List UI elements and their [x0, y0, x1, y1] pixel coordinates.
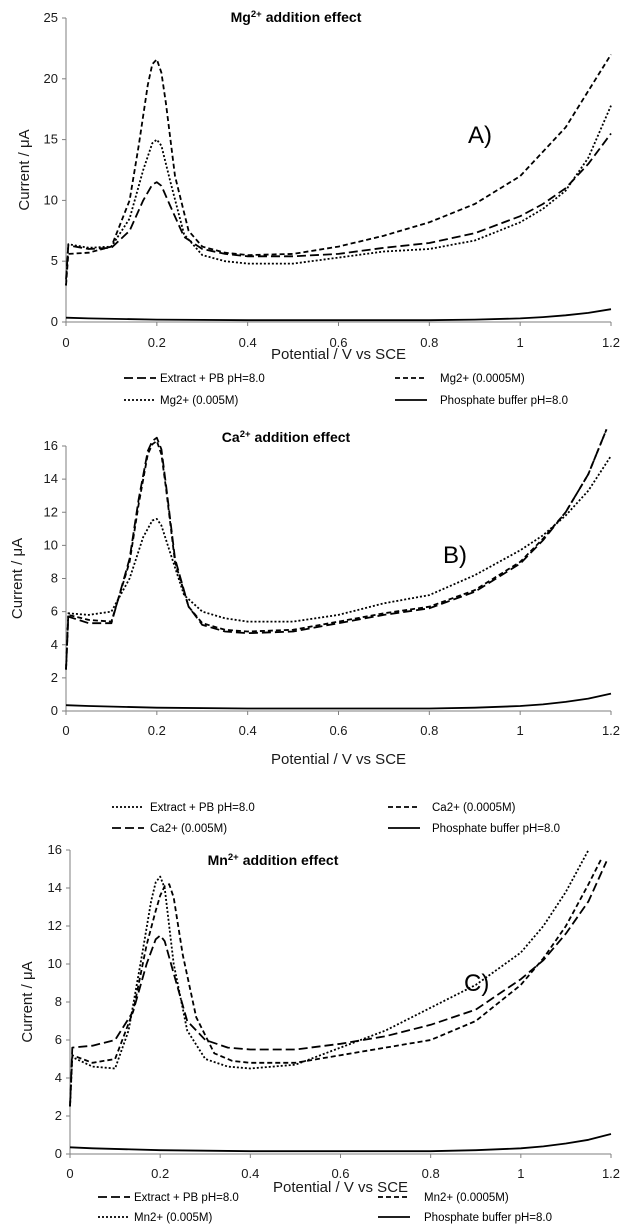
panel-label: A): [468, 122, 492, 149]
y-tick-label: 2: [51, 670, 58, 685]
x-tick-label: 0.2: [148, 723, 166, 738]
legend-entry: Extract + PB pH=8.0: [150, 802, 255, 814]
series-line-4: [65, 308, 612, 322]
y-tick-label: 12: [48, 918, 62, 933]
legend-entry: Mg2+ (0.0005M): [440, 373, 525, 385]
y-tick-label: 14: [48, 880, 62, 895]
series-line-4: [69, 1133, 612, 1153]
y-tick-label: 8: [55, 994, 62, 1009]
chart-title: Ca2+ addition effect: [222, 429, 351, 446]
series-line-1: [69, 861, 608, 1107]
series-line-3: [65, 105, 612, 286]
chart-panel-1: 0 5 10 15 20 25 0 0.2 0.4 0.6 0.8 1 1.2 Potential / V…: [16, 9, 620, 408]
chart-title-text: addition effect: [266, 9, 362, 25]
x-tick-label: 0.4: [239, 335, 257, 350]
x-tick-label: 0: [62, 723, 69, 738]
y-tick-label: 8: [51, 571, 58, 586]
y-tick-label: 6: [55, 1032, 62, 1047]
x-tick-label: 1: [517, 335, 524, 350]
y-axis-label: Current / μA: [19, 961, 36, 1042]
y-tick-label: 10: [44, 192, 58, 207]
x-tick-label: 0.6: [329, 723, 347, 738]
chart-title-charge: 2+: [251, 9, 262, 20]
x-tick-label: 0.8: [420, 335, 438, 350]
y-tick-label: 0: [55, 1146, 62, 1161]
series-line-3: [69, 849, 590, 1107]
x-tick-label: 1.2: [602, 723, 620, 738]
legend-entry: Mn2+ (0.0005M): [424, 1192, 509, 1204]
y-tick-label: 20: [44, 71, 58, 86]
x-tick-label: 0: [66, 1166, 73, 1181]
series-line-2: [69, 857, 603, 1107]
x-axis-label: Potential / V vs SCE: [271, 751, 406, 768]
chart-title-ion: Mg: [231, 9, 251, 25]
y-tick-label: 2: [55, 1108, 62, 1123]
chart-panel-3: 0 2 4 6 8 10 12 14 16 0 0.2 0.4 0.6 0.8 1 1.2 Potential …: [19, 842, 620, 1224]
x-axis-label: Potential / V vs SCE: [273, 1179, 408, 1196]
x-tick-label: 1: [517, 1166, 524, 1181]
legend-entry: Phosphate buffer pH=8.0: [432, 823, 560, 835]
series-line-3: [65, 429, 608, 670]
y-tick-label: 5: [51, 253, 58, 268]
chart-title: Mg2+ addition effect: [231, 9, 362, 26]
y-tick-label: 15: [44, 132, 58, 147]
chart-title-ion: Mn: [208, 852, 228, 868]
legend-entry: Phosphate buffer pH=8.0: [440, 395, 568, 407]
series-line-1: [65, 132, 612, 280]
legend-entry: Phosphate buffer pH=8.0: [424, 1212, 552, 1224]
y-axis-label: Current / μA: [9, 538, 26, 619]
series-line-4: [65, 692, 612, 710]
y-tick-label: 25: [44, 10, 58, 25]
y-tick-label: 6: [51, 604, 58, 619]
x-tick-label: 0.6: [329, 335, 347, 350]
y-tick-label: 16: [48, 842, 62, 857]
x-tick-label: 1: [517, 723, 524, 738]
y-tick-label: 4: [51, 637, 58, 652]
series-line-1: [65, 455, 612, 670]
y-tick-label: 10: [48, 956, 62, 971]
chart-title-charge: 2+: [240, 429, 251, 440]
x-tick-label: 0.8: [420, 723, 438, 738]
x-tick-label: 0.6: [331, 1166, 349, 1181]
y-tick-label: 12: [44, 504, 58, 519]
x-tick-label: 0.4: [239, 723, 257, 738]
chart-title-text: addition effect: [243, 852, 339, 868]
x-tick-label: 0.2: [148, 335, 166, 350]
x-tick-label: 1.2: [602, 1166, 620, 1181]
chart-panel-2: 0 2 4 6 8 10 12 14 16 0 0.2 0.4 0.6 0.8 1 1.2 Potential …: [9, 429, 620, 836]
y-tick-label: 10: [44, 537, 58, 552]
y-tick-label: 14: [44, 471, 58, 486]
y-axis-label: Current / μA: [16, 129, 33, 210]
legend-entry: Extract + PB pH=8.0: [160, 373, 265, 385]
legend-entry: Ca2+ (0.0005M): [432, 802, 516, 814]
panel-label: B): [443, 542, 467, 569]
chart-title-charge: 2+: [228, 852, 239, 863]
chart-title: Mn2+ addition effect: [208, 852, 339, 869]
x-tick-label: 0: [62, 335, 69, 350]
y-tick-label: 0: [51, 703, 58, 718]
y-tick-label: 4: [55, 1070, 62, 1085]
legend-entry: Extract + PB pH=8.0: [134, 1192, 239, 1204]
x-tick-label: 0.4: [241, 1166, 259, 1181]
chart-title-ion: Ca: [222, 429, 240, 445]
series-line-2: [65, 54, 612, 286]
x-axis-label: Potential / V vs SCE: [271, 346, 406, 363]
y-tick-label: 0: [51, 314, 58, 329]
legend-entry: Mg2+ (0.005M): [160, 395, 238, 407]
legend-entry: Ca2+ (0.005M): [150, 823, 227, 835]
y-tick-label: 16: [44, 438, 58, 453]
x-tick-label: 1.2: [602, 335, 620, 350]
chart-title-text: addition effect: [255, 429, 351, 445]
legend-entry: Mn2+ (0.005M): [134, 1212, 212, 1224]
series-line-2: [65, 429, 608, 670]
x-tick-label: 0.2: [151, 1166, 169, 1181]
x-tick-label: 0.8: [422, 1166, 440, 1181]
